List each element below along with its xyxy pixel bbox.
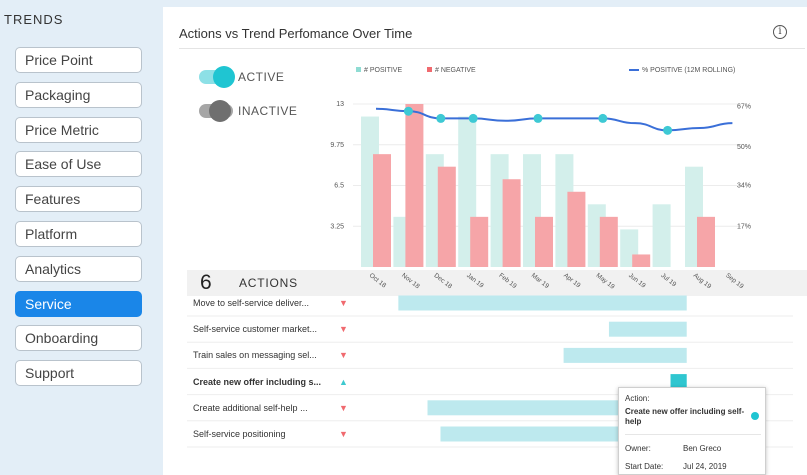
sidebar: TRENDS Price Point Packaging Price Metric E…	[0, 0, 160, 475]
tooltip-action-name: Create new offer including self-help	[625, 407, 745, 426]
line-marker	[533, 113, 543, 123]
inactive-toggle[interactable]	[199, 100, 233, 122]
gantt-bar	[608, 321, 687, 337]
y2-tick-label: 67%	[737, 103, 751, 110]
y-tick-label: 3.25	[330, 223, 344, 230]
line-percent-positive	[375, 107, 733, 132]
action-name[interactable]: Move to self-service deliver...	[193, 298, 310, 308]
title-divider	[179, 48, 805, 49]
y2-tick-label: 34%	[737, 183, 751, 190]
bar-negative	[405, 104, 424, 267]
sidebar-item-features[interactable]: Features	[15, 186, 142, 213]
y-tick-label: 6.5	[334, 183, 344, 190]
bar-positive	[652, 204, 671, 267]
tooltip-divider	[625, 434, 761, 435]
trend-down-icon: ▼	[339, 350, 348, 361]
action-name[interactable]: Self-service positioning	[193, 429, 286, 439]
x-axis-band	[353, 270, 807, 296]
sidebar-item-price-point[interactable]: Price Point	[15, 47, 142, 73]
sidebar-item-platform[interactable]: Platform	[15, 221, 142, 247]
bar-negative	[502, 179, 521, 267]
legend-label-negative: # NEGATIVE	[435, 67, 476, 74]
line-marker	[663, 125, 673, 135]
line-marker	[598, 113, 608, 123]
legend-swatch-negative	[427, 67, 432, 72]
action-name[interactable]: Create additional self-help ...	[193, 402, 308, 413]
bar-negative	[437, 166, 456, 267]
bar-negative	[697, 216, 715, 267]
toggle-knob	[213, 66, 235, 88]
y2-tick-label: 17%	[737, 223, 751, 230]
panel-title: Actions vs Trend Perfomance Over Time	[179, 26, 413, 41]
active-toggle-label: ACTIVE	[238, 70, 285, 84]
legend-label-positive: # POSITIVE	[364, 67, 402, 74]
active-toggle[interactable]	[199, 66, 235, 88]
action-tooltip: Action: Create new offer including self-…	[618, 387, 766, 475]
line-marker	[468, 113, 478, 123]
bar-negative	[535, 216, 553, 267]
sidebar-item-service[interactable]: Service	[15, 290, 142, 317]
info-icon[interactable]: i	[773, 25, 787, 39]
actions-header: 6 ACTIONS	[187, 270, 353, 296]
trend-up-icon: ▲	[339, 376, 348, 387]
sidebar-item-onboarding[interactable]: Onboarding	[15, 325, 142, 352]
sidebar-item-ease-of-use[interactable]: Ease of Use	[15, 151, 142, 178]
gantt-bar	[563, 347, 687, 363]
sidebar-title: TRENDS	[4, 12, 64, 27]
status-dot-icon	[751, 412, 759, 420]
bar-negative	[632, 254, 651, 267]
line-marker	[436, 113, 446, 123]
tooltip-start-label: Start Date:	[625, 462, 664, 471]
tooltip-owner-label: Owner:	[625, 444, 651, 453]
bar-negative	[373, 154, 391, 267]
bar-negative	[470, 216, 489, 267]
sidebar-item-support[interactable]: Support	[15, 360, 142, 387]
action-name[interactable]: Train sales on messaging sel...	[193, 350, 317, 361]
bar-negative	[599, 216, 618, 267]
tooltip-action-label: Action:	[625, 394, 650, 403]
action-name[interactable]: Create new offer including s...	[193, 376, 322, 387]
legend-swatch-positive	[356, 67, 361, 72]
tooltip-start-value: Jul 24, 2019	[683, 462, 727, 471]
main-panel: Actions vs Trend Perfomance Over Time i …	[163, 7, 807, 475]
sidebar-item-packaging[interactable]: Packaging	[15, 81, 142, 108]
bar-negative	[567, 191, 586, 267]
trend-down-icon: ▼	[339, 324, 348, 335]
actions-count: 6	[200, 271, 212, 294]
sidebar-item-analytics[interactable]: Analytics	[15, 255, 142, 282]
trend-chart: 13 9.75 6.5 3.25 67% 50% 34% 17% # POSITIVE # NEG…	[187, 67, 807, 448]
y2-tick-label: 50%	[737, 144, 751, 151]
toggle-knob	[209, 100, 231, 122]
line-marker	[403, 106, 413, 116]
action-name[interactable]: Self-service customer market...	[193, 324, 318, 335]
trend-down-icon: ▼	[339, 429, 348, 439]
y-tick-label: 9.75	[330, 142, 344, 149]
legend-label-line: % POSITIVE (12M ROLLING)	[642, 67, 735, 74]
tooltip-owner-value: Ben Greco	[683, 444, 722, 453]
gantt-bar	[670, 374, 687, 390]
gantt-bar	[398, 295, 687, 311]
y-tick-label: 13	[336, 101, 344, 108]
inactive-toggle-label: INACTIVE	[238, 104, 298, 118]
sidebar-item-price-metric[interactable]: Price Metric	[15, 116, 142, 143]
actions-label: ACTIONS	[239, 276, 298, 290]
trend-down-icon: ▼	[339, 298, 348, 308]
trend-down-icon: ▼	[339, 402, 348, 413]
